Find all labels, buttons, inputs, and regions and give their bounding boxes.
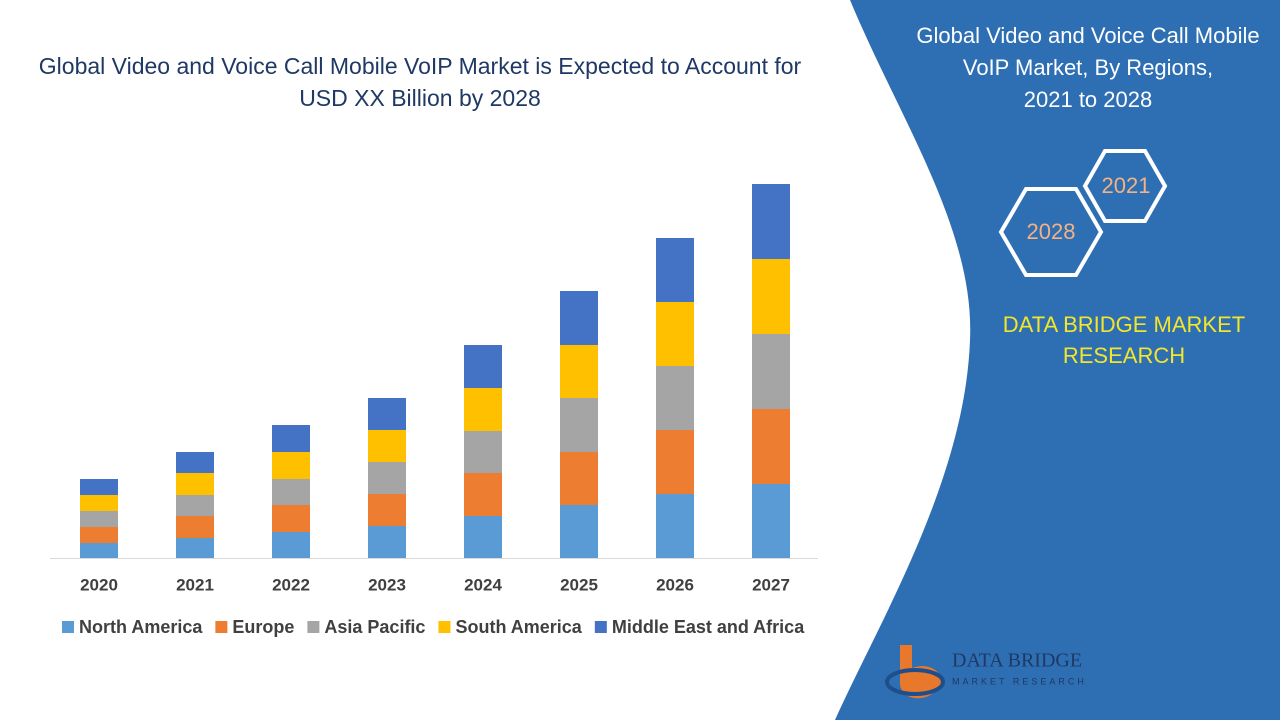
legend-label: Asia Pacific bbox=[324, 617, 425, 637]
bar-segment bbox=[752, 484, 790, 558]
bar-segment bbox=[80, 495, 118, 511]
brand-text: RESEARCH bbox=[1063, 343, 1185, 368]
panel-title: Global Video and Voice Call Mobile bbox=[916, 23, 1259, 48]
bar-segment bbox=[368, 494, 406, 526]
bar-segment bbox=[80, 511, 118, 527]
legend-label: Middle East and Africa bbox=[612, 617, 805, 637]
bar-segment bbox=[752, 409, 790, 484]
bar-segment bbox=[368, 462, 406, 494]
legend-swatch bbox=[307, 621, 320, 633]
logo-ring bbox=[885, 668, 945, 696]
x-tick-label: 2020 bbox=[80, 575, 118, 594]
bar-segment bbox=[80, 479, 118, 495]
bar-segment bbox=[464, 516, 502, 558]
bar-segment bbox=[176, 473, 214, 495]
x-tick-label: 2025 bbox=[560, 575, 598, 594]
bar-segment bbox=[464, 388, 502, 431]
bar-segment bbox=[560, 505, 598, 558]
bar-segment bbox=[272, 452, 310, 479]
bar-segment bbox=[176, 452, 214, 473]
bar-segment bbox=[752, 184, 790, 259]
bar-segment bbox=[752, 334, 790, 409]
bar-segment bbox=[656, 494, 694, 558]
chart-title: Global Video and Voice Call Mobile VoIP … bbox=[38, 53, 802, 111]
bar-segment bbox=[176, 538, 214, 558]
bar-segment bbox=[656, 302, 694, 366]
bar-segment bbox=[80, 527, 118, 543]
bar-segment bbox=[272, 479, 310, 505]
bar-segment bbox=[752, 259, 790, 334]
bar-segment bbox=[368, 398, 406, 430]
bar-segment bbox=[464, 345, 502, 388]
logo-tagline: MARKET RESEARCH bbox=[952, 676, 1087, 686]
x-tick-label: 2023 bbox=[368, 575, 406, 594]
brand-text: DATA BRIDGE MARKET bbox=[1003, 312, 1245, 337]
panel-title: VoIP Market, By Regions, bbox=[963, 55, 1213, 80]
x-tick-label: 2026 bbox=[656, 575, 694, 594]
hex-label: 2028 bbox=[1027, 219, 1076, 244]
bar-segment bbox=[176, 495, 214, 516]
bar-segment bbox=[80, 543, 118, 558]
legend-label: Europe bbox=[232, 617, 294, 637]
bar-segment bbox=[560, 452, 598, 505]
x-tick-label: 2024 bbox=[464, 575, 502, 594]
x-tick-label: 2022 bbox=[272, 575, 310, 594]
legend-label: North America bbox=[79, 617, 203, 637]
legend-label: South America bbox=[455, 617, 582, 637]
bar-segment bbox=[176, 516, 214, 538]
hexagon bbox=[998, 187, 1104, 277]
bar-segment bbox=[272, 505, 310, 532]
bar-segment bbox=[560, 345, 598, 398]
side-panel-bg bbox=[835, 0, 1280, 720]
legend-swatch bbox=[215, 621, 228, 633]
panel-title: 2021 to 2028 bbox=[1024, 87, 1152, 112]
bar-segment bbox=[272, 532, 310, 558]
bar-segment bbox=[464, 473, 502, 516]
logo-name: DATA BRIDGE bbox=[952, 650, 1082, 672]
legend-swatch bbox=[62, 621, 74, 633]
bar-segment bbox=[560, 398, 598, 452]
bar-segment bbox=[560, 291, 598, 345]
bar-segment bbox=[464, 431, 502, 473]
bar-segment bbox=[656, 366, 694, 430]
x-tick-label: 2021 bbox=[176, 575, 214, 594]
legend-swatch bbox=[438, 621, 451, 633]
bar-segment bbox=[656, 238, 694, 302]
bar-segment bbox=[368, 430, 406, 462]
bar-segment bbox=[368, 526, 406, 558]
x-tick-label: 2027 bbox=[752, 575, 790, 594]
bar-segment bbox=[272, 425, 310, 452]
hex-label: 2021 bbox=[1102, 173, 1151, 198]
hexagon bbox=[1082, 149, 1168, 223]
logo: DATA BRIDGE MARKET RESEARCH bbox=[885, 645, 1087, 699]
bar-segment bbox=[656, 430, 694, 494]
legend-swatch bbox=[594, 621, 607, 633]
